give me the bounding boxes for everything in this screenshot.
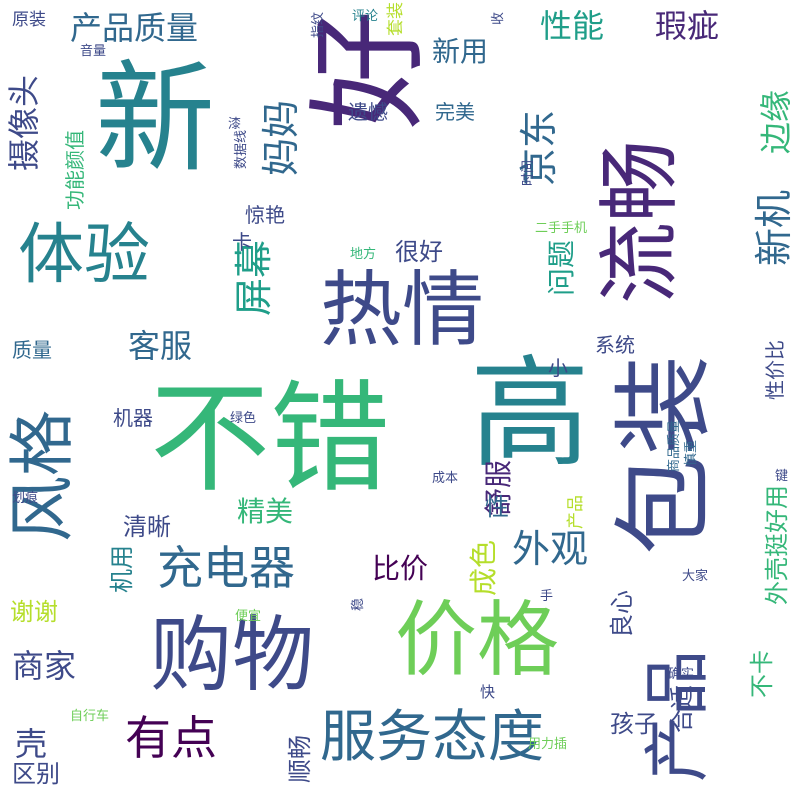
word-shijian: 时间 (521, 159, 536, 186)
word-waikeitinghaoyong: 外壳挺好用 (763, 485, 791, 605)
word-bianyuan: 边缘 (757, 89, 795, 154)
word-heshi: 合适 (668, 685, 696, 733)
word-xing: 性 (485, 493, 509, 521)
word-lvse: 绿色 (230, 411, 257, 426)
word-queshi: 确实 (668, 667, 695, 682)
word-difang: 地方 (350, 247, 377, 262)
word-qubie: 区别 (12, 760, 60, 788)
word-yuanzhuang: 原装 (12, 10, 46, 30)
word-chengse: 成色 (467, 539, 500, 596)
word-fuwutaidu: 服务态度 (320, 705, 544, 770)
word-liangxin: 良心 (608, 590, 636, 638)
word-xingneng: 性能 (540, 7, 605, 45)
word-jiage: 价格 (395, 593, 560, 688)
word-qingxi: 清晰 (123, 513, 171, 541)
word-yinliang: 音量 (80, 44, 107, 59)
word-waiguan: 外观 (512, 527, 589, 571)
word-buka: 不卡 (748, 650, 776, 698)
word-baozhuang: 包装 (606, 355, 723, 555)
word-kefu: 客服 (128, 327, 193, 365)
word-zhiwen: 指纹 (311, 11, 326, 38)
word-bucuo: 不错 (150, 370, 390, 509)
word-xiaci: 瑕疵 (655, 7, 720, 45)
word-huahen: 划痕 (12, 491, 39, 506)
word-liuchang: 流畅 (593, 139, 688, 304)
word-youdian: 有点 (125, 711, 217, 765)
word-shangjia: 商家 (12, 647, 77, 685)
word-ke: 壳 (15, 725, 48, 763)
word-kuai: 快 (480, 683, 496, 701)
word-wenti: 问题 (545, 239, 578, 296)
word-xinyong: 新用 (432, 35, 489, 68)
word-xitong: 系统 (595, 333, 635, 357)
word-fengge: 风格 (4, 410, 81, 542)
word-pinglun: 评论 (352, 9, 379, 24)
word-shenzhong: 慎重 (684, 439, 699, 466)
word-jingmei: 精美 (237, 495, 294, 528)
word-gao: 高 (470, 345, 590, 484)
word-yonglicha: 用力插 (528, 737, 568, 752)
word-pianyi: 便宜 (235, 609, 262, 624)
word-shexiangtou: 摄像头 (5, 74, 43, 171)
word-chanpinzhiliang: 产品质量 (70, 9, 199, 47)
word-zhiliang: 质量 (12, 338, 52, 362)
word-xingjiabi: 性价比 (763, 340, 787, 400)
word-jiqi: 机器 (113, 406, 153, 430)
word-shangpinzhiliang: 商品质量 (667, 419, 682, 472)
word-qi: 漆 (228, 117, 242, 132)
word-shou-small: 手 (540, 589, 554, 604)
word-jian: 键 (775, 469, 789, 484)
word-chengben: 成本 (432, 471, 459, 486)
word-xin: 新 (95, 50, 215, 189)
word-ershoushouji: 二手手机 (535, 221, 588, 236)
word-reqing: 热情 (320, 263, 485, 358)
word-haizi: 孩子 (610, 710, 658, 738)
word-gouwu: 购物 (150, 608, 315, 703)
word-henhao: 很好 (395, 238, 443, 266)
word-taozhuang: 套装 (386, 2, 406, 36)
word-bijia: 比价 (372, 552, 429, 585)
word-shunchang: 顺畅 (286, 735, 314, 783)
word-chongdianqi: 充电器 (157, 541, 295, 595)
word-wanmei: 完美 (435, 100, 475, 124)
word-dajia: 大家 (682, 569, 709, 584)
word-tiyan: 体验 (18, 216, 150, 293)
word-chanpin-small: 产品 (566, 495, 586, 529)
word-xinji: 新机 (752, 189, 796, 266)
word-jingyan: 惊艳 (245, 203, 285, 227)
word-shujuxian: 数据线 (234, 129, 249, 169)
word-yihan: 遗憾 (348, 100, 388, 124)
word-mama: 妈妈 (259, 99, 303, 176)
word-shou: 收 (491, 11, 506, 25)
word-xiao: 小 (548, 356, 568, 380)
word-xiexie: 谢谢 (10, 598, 58, 626)
word-ka: 卡 (232, 230, 252, 254)
word-jiyong: 机用 (108, 545, 136, 593)
word-zixingche: 自行车 (70, 709, 110, 724)
word-wen: 稳 (351, 597, 366, 611)
word-gongnengyanzhi: 功能颜值 (63, 130, 87, 210)
